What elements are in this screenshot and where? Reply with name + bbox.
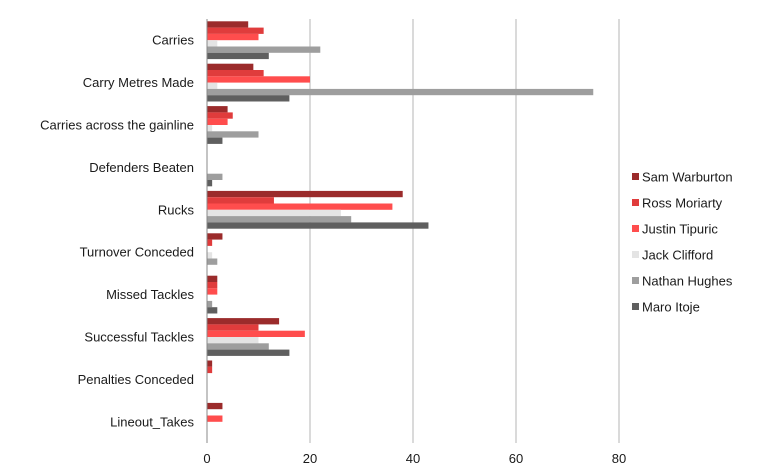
x-tick-labels: 0 20 40 60 80 (203, 451, 626, 466)
category-label: Missed Tackles (106, 287, 194, 302)
bar (207, 203, 393, 210)
legend-label: Nathan Hughes (642, 274, 733, 289)
bar (207, 106, 228, 113)
bar (207, 88, 594, 96)
bar (207, 252, 213, 259)
bar (207, 275, 218, 282)
bar (207, 222, 429, 229)
gridlines (309, 19, 620, 443)
bar (207, 173, 223, 180)
bar (207, 40, 218, 47)
legend-swatch (632, 199, 639, 206)
bar (207, 46, 321, 53)
category-label: Successful Tackles (84, 330, 194, 345)
legend-label: Sam Warburton (642, 170, 733, 185)
bar (207, 180, 213, 187)
bars (207, 21, 594, 422)
bar (207, 76, 310, 83)
bar (207, 52, 269, 60)
legend-label: Ross Moriarty (642, 196, 723, 211)
category-label: Carry Metres Made (83, 75, 194, 90)
category-label: Carries across the gainline (40, 118, 194, 133)
bar (207, 21, 249, 28)
x-tick-label: 0 (203, 451, 210, 466)
legend-label: Jack Clifford (642, 248, 713, 263)
bar (207, 118, 228, 125)
bar (207, 239, 213, 246)
bar (207, 131, 259, 138)
category-label: Carries (152, 33, 194, 48)
bar (207, 330, 305, 337)
bar (207, 343, 269, 350)
bar (207, 27, 264, 34)
legend-swatch (632, 277, 639, 284)
bar (207, 337, 259, 344)
bar (207, 70, 264, 77)
category-label: Turnover Conceded (80, 245, 194, 260)
bar (207, 349, 290, 356)
x-tick-label: 40 (406, 451, 420, 466)
x-tick-label: 80 (612, 451, 626, 466)
x-tick-label: 60 (509, 451, 523, 466)
legend-swatch (632, 225, 639, 232)
bar (207, 307, 218, 314)
bar (207, 190, 403, 198)
bar (207, 209, 341, 217)
category-labels: Carries Carry Metres Made Carries across t… (40, 33, 194, 430)
bar (207, 258, 218, 265)
category-label: Rucks (158, 202, 195, 217)
bar (207, 318, 280, 325)
bar (207, 282, 218, 289)
bar (207, 137, 223, 144)
legend: Sam Warburton Ross Moriarty Justin Tipuric… (632, 170, 733, 315)
bar (207, 112, 233, 119)
bar (207, 366, 213, 374)
bar (207, 95, 290, 102)
bar (207, 63, 254, 70)
category-label: Defenders Beaten (89, 160, 194, 175)
bar (207, 324, 259, 331)
bar (207, 300, 213, 308)
legend-swatch (632, 303, 639, 310)
bar (207, 197, 274, 204)
bar (207, 360, 213, 367)
category-label: Penalties Conceded (78, 372, 194, 387)
bar (207, 233, 223, 240)
legend-label: Maro Itoje (642, 300, 700, 315)
legend-swatch (632, 173, 639, 180)
bar (207, 402, 223, 410)
legend-swatch (632, 251, 639, 258)
bar (207, 216, 352, 223)
category-label: Lineout_Takes (110, 414, 194, 429)
x-tick-label: 20 (303, 451, 317, 466)
bar (207, 415, 223, 422)
bar (207, 33, 259, 41)
bar (207, 125, 213, 132)
bar (207, 82, 218, 89)
legend-label: Justin Tipuric (642, 222, 718, 237)
bar (207, 288, 218, 295)
